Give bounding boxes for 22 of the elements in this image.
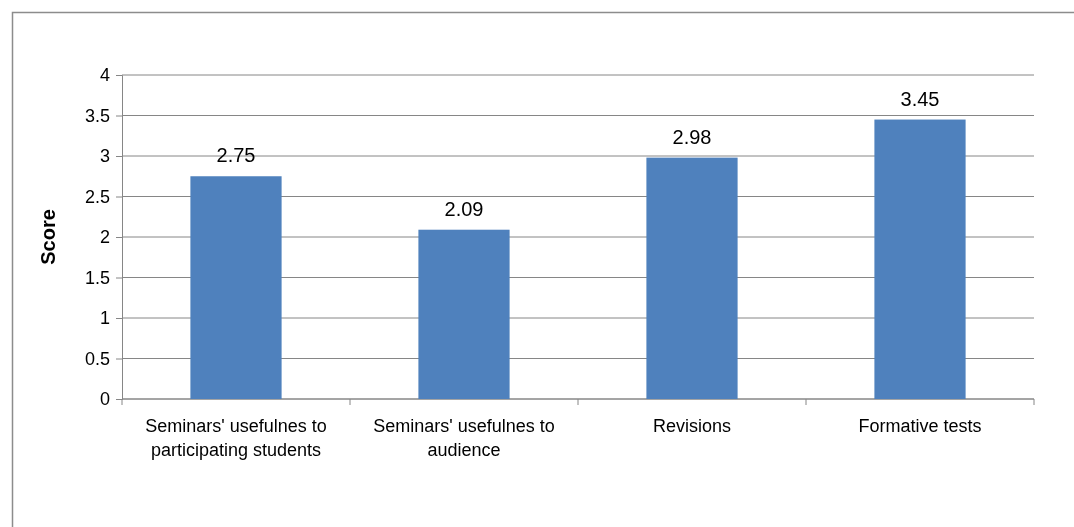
x-tick-label: Seminars' usefulnes to participating students bbox=[145, 416, 327, 460]
data-label: 2.75 bbox=[216, 144, 256, 167]
y-tick-label: 2.5 bbox=[84, 186, 110, 207]
y-tick-label: 0.5 bbox=[84, 348, 110, 369]
y-tick-label: 1.5 bbox=[84, 267, 110, 288]
x-tick-label: Seminars' usefulnes to audience bbox=[373, 416, 555, 460]
data-label: 3.45 bbox=[900, 87, 940, 110]
x-tick-label: Revisions bbox=[652, 416, 732, 436]
y-tick-label: 3.5 bbox=[84, 105, 110, 126]
y-tick-label: 1 bbox=[99, 308, 110, 329]
bar bbox=[646, 157, 738, 399]
bar bbox=[418, 229, 510, 399]
x-tick-label: Formative tests bbox=[858, 416, 982, 436]
bar bbox=[874, 119, 966, 399]
y-tick-label: 2 bbox=[99, 227, 110, 248]
y-axis-title: Score bbox=[37, 209, 59, 265]
y-tick-label: 0 bbox=[99, 389, 110, 410]
bar bbox=[190, 176, 282, 399]
data-label: 2.98 bbox=[672, 125, 712, 148]
y-tick-label: 4 bbox=[99, 65, 110, 86]
data-label: 2.09 bbox=[444, 197, 484, 220]
y-tick-label: 3 bbox=[99, 146, 110, 167]
